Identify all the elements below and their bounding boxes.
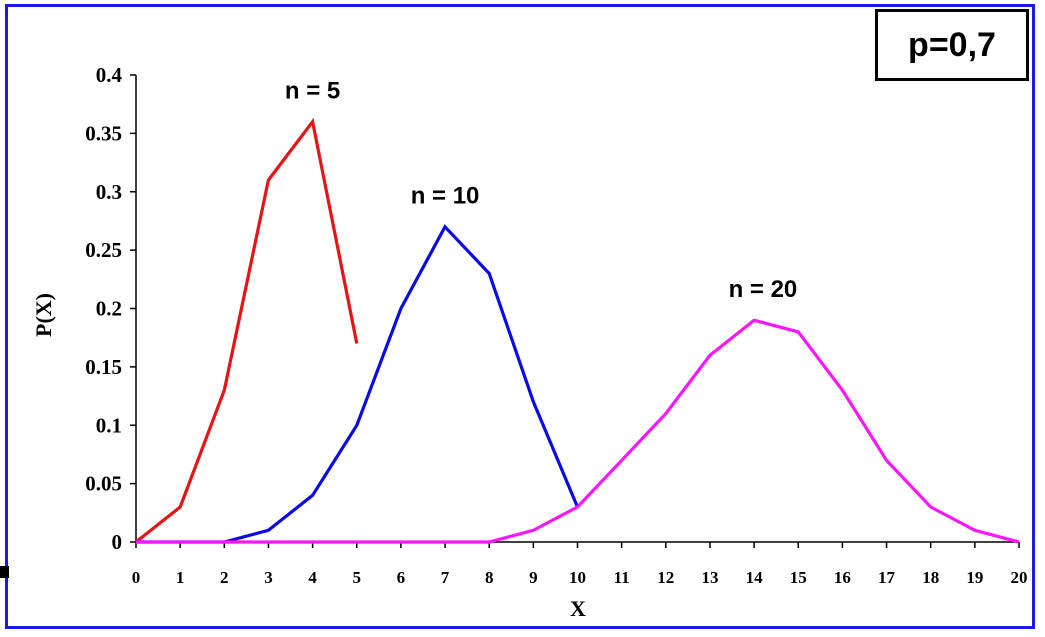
x-tick-label: 2 xyxy=(220,568,229,587)
parameter-box: p=0,7 xyxy=(875,9,1029,81)
y-tick-label: 0.1 xyxy=(96,413,122,437)
x-tick-label: 12 xyxy=(657,568,674,587)
series-label-1: n = 5 xyxy=(285,77,340,104)
x-tick-label: 15 xyxy=(790,568,807,587)
series-lines xyxy=(135,117,1020,544)
series-label-3: n = 20 xyxy=(729,276,798,303)
y-axis-title: P(X) xyxy=(31,293,56,337)
x-tick-label: 0 xyxy=(132,568,141,587)
y-tick-label: 0.2 xyxy=(96,297,122,321)
x-tick-label: 20 xyxy=(1011,568,1028,587)
x-tick-label: 1 xyxy=(176,568,185,587)
series-labels: n = 5 n = 10 n = 20 xyxy=(285,77,797,302)
x-tick-label: 7 xyxy=(441,568,450,587)
x-tick-label: 6 xyxy=(397,568,406,587)
parameter-label: p=0,7 xyxy=(908,25,996,64)
y-tick-label: 0.15 xyxy=(85,355,122,379)
x-tick-label: 11 xyxy=(614,568,630,587)
x-tick-label: 19 xyxy=(966,568,983,587)
x-tick-label: 8 xyxy=(485,568,494,587)
axes xyxy=(130,74,1020,548)
y-tick-labels: 0 0.05 0.1 0.15 0.2 0.25 0.3 0.35 0.4 xyxy=(85,63,122,554)
x-tick-label: 9 xyxy=(529,568,538,587)
series-line-2 xyxy=(136,224,579,544)
y-tick-label: 0 xyxy=(112,530,123,554)
x-axis-title: X xyxy=(570,596,586,621)
y-tick-label: 0.05 xyxy=(85,472,122,496)
x-tick-label: 10 xyxy=(569,568,586,587)
x-tick-label: 14 xyxy=(746,568,764,587)
x-tick-labels: 0 1 2 3 4 5 6 7 8 9 10 11 12 13 14 15 16 17 18 19 20 xyxy=(132,568,1028,587)
x-tick-label: 17 xyxy=(878,568,896,587)
y-tick-label: 0.3 xyxy=(96,180,122,204)
series-label-2: n = 10 xyxy=(411,182,480,209)
edge-marker xyxy=(0,566,9,578)
x-tick-label: 4 xyxy=(308,568,317,587)
x-tick-label: 18 xyxy=(922,568,939,587)
x-tick-label: 3 xyxy=(264,568,273,587)
x-tick-label: 5 xyxy=(353,568,362,587)
series-line-1 xyxy=(135,117,359,544)
x-tick-label: 13 xyxy=(701,568,718,587)
y-tick-label: 0.35 xyxy=(85,121,122,145)
series-line-3 xyxy=(136,318,1020,544)
y-tick-label: 0.4 xyxy=(96,63,123,87)
x-tick-label: 16 xyxy=(834,568,851,587)
chart-frame xyxy=(5,4,1035,629)
y-tick-label: 0.25 xyxy=(85,238,122,262)
